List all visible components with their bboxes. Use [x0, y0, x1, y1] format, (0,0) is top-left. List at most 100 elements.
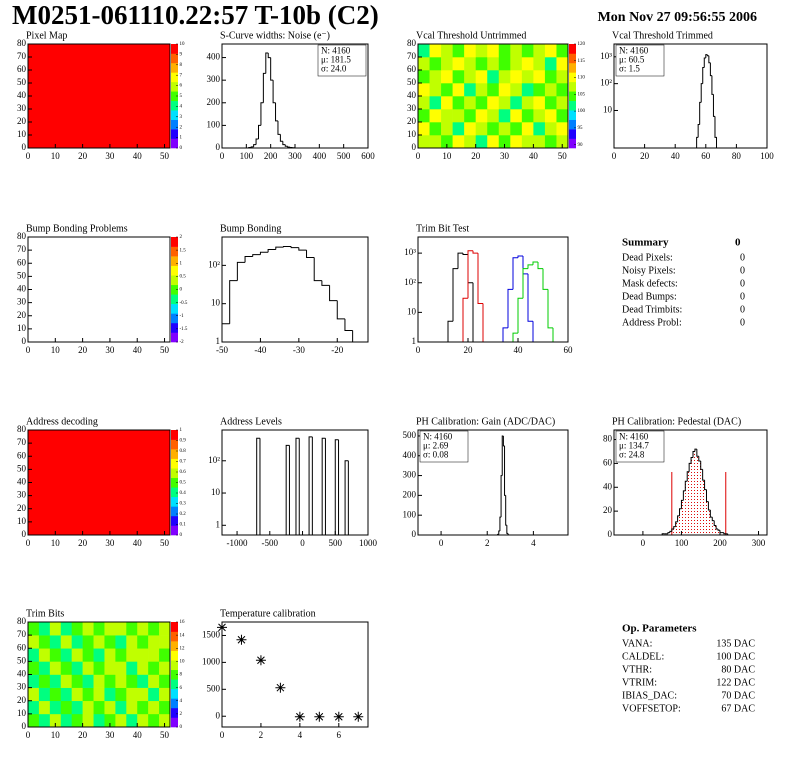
heatmap-cell	[418, 70, 430, 84]
plot-frame	[221, 236, 369, 343]
histogram-bin	[700, 461, 703, 470]
x-tick-label: 20	[78, 345, 88, 355]
heatmap-cell	[159, 648, 171, 662]
histogram-bin	[279, 134, 283, 142]
histogram-bin	[236, 261, 246, 281]
colorbar-step	[171, 641, 178, 651]
x-tick-label: 300	[288, 151, 302, 161]
heatmap-cell	[556, 70, 569, 84]
colorbar-step	[569, 91, 576, 102]
colorbar-step	[171, 496, 178, 507]
heatmap-cell	[28, 44, 171, 149]
heatmap-cell	[521, 57, 534, 71]
histogram-bin	[505, 495, 507, 526]
histogram-bin	[285, 444, 290, 535]
histogram-bin	[502, 327, 508, 342]
histogram-bin	[680, 499, 684, 509]
heatmap-cell	[159, 674, 171, 688]
fit-fill	[675, 521, 678, 535]
x-tick-label: 20	[78, 730, 88, 740]
histogram-bin	[675, 521, 678, 527]
histogram-bin	[537, 262, 543, 270]
panel-title: S-Curve widths: Noise (e⁻)	[220, 30, 330, 41]
y-tick-label: 10	[211, 298, 221, 308]
x-tick-label: -50	[216, 345, 228, 355]
heatmap-cell	[510, 44, 523, 58]
colorbar-label: 10	[180, 42, 186, 47]
heatmap-cell	[452, 122, 465, 136]
x-tick-label: 500	[329, 538, 343, 548]
histogram-bin	[671, 528, 674, 532]
colorbar-label: 6	[180, 686, 183, 691]
x-tick-label: 30	[105, 730, 115, 740]
heatmap-cell	[126, 648, 138, 662]
stats-line: σ: 24.8	[619, 450, 645, 460]
y-tick-label: 0	[608, 529, 613, 539]
y-tick-label: 20	[17, 695, 27, 705]
histogram-bin	[702, 66, 705, 84]
heatmap-cell	[28, 648, 40, 662]
heatmap-cell	[510, 109, 523, 123]
y-tick-label: 400	[207, 52, 221, 62]
fit-fill	[710, 517, 713, 535]
panel-title: Vcal Threshold Trimmed	[612, 30, 713, 41]
x-tick-label: 30	[500, 151, 510, 161]
colorbar-step	[569, 72, 576, 83]
heatmap-cell	[487, 83, 500, 97]
x-tick-label: 0	[416, 151, 421, 161]
heatmap-cell	[441, 44, 453, 58]
x-tick-label: 20	[78, 151, 88, 161]
heatmap-cell	[510, 70, 523, 84]
fit-fill	[671, 529, 674, 535]
histogram-bin	[682, 490, 686, 501]
colorbar-step	[171, 129, 178, 139]
histogram-bin	[308, 436, 313, 535]
stats-box	[615, 430, 665, 463]
x-tick-label: 600	[361, 151, 375, 161]
fit-fill	[718, 530, 720, 535]
histogram-bin	[272, 80, 276, 104]
x-tick-label: 40	[133, 345, 143, 355]
heatmap-cell	[544, 135, 557, 149]
histogram-bin	[708, 55, 711, 64]
histogram-bin	[690, 456, 694, 464]
histogram-bin	[270, 57, 274, 81]
heatmap-cell	[475, 96, 488, 110]
x-tick-label: 0	[220, 730, 225, 740]
stats-box	[615, 44, 665, 77]
heatmap-cell	[49, 635, 62, 649]
heatmap-cell	[38, 713, 51, 728]
histogram-bin	[507, 288, 513, 328]
heatmap-cell	[533, 83, 546, 97]
star-marker	[314, 711, 325, 722]
heatmap-cell	[71, 622, 83, 636]
y-tick-label: 1	[412, 336, 417, 346]
heatmap-cell	[418, 109, 430, 123]
y-tick-label: 10	[603, 105, 613, 115]
x-tick-label: 6	[337, 730, 342, 740]
y-tick-label: 400	[403, 450, 417, 460]
colorbar-label: -1	[180, 314, 185, 319]
fit-fill	[689, 463, 692, 535]
heatmap-cell	[556, 57, 569, 71]
stats-box	[317, 44, 367, 77]
histogram-bin	[517, 255, 523, 258]
colorbar-label: 3	[180, 115, 183, 120]
colorbar-step	[171, 275, 178, 286]
x-tick-label: 10	[442, 151, 452, 161]
x-tick-label: -1000	[227, 538, 248, 548]
heatmap-cell	[82, 622, 94, 636]
histogram-bin	[452, 268, 458, 322]
histogram-bin	[705, 489, 709, 503]
heatmap-cell	[498, 83, 511, 97]
colorbar-label: 2	[180, 712, 183, 717]
x-tick-label: 0	[300, 538, 305, 548]
summary-label: Dead Bumps:	[622, 291, 677, 302]
y-tick-label: 60	[17, 64, 27, 74]
histogram-bin	[501, 435, 504, 476]
histogram-bin	[477, 253, 483, 304]
heatmap-cell	[93, 622, 105, 636]
fit-fill	[696, 456, 699, 535]
heatmap-cell	[429, 83, 442, 97]
colorbar-step	[171, 650, 178, 661]
